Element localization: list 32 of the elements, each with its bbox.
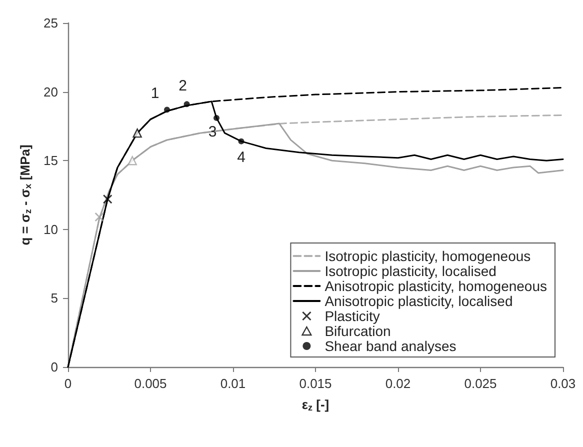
y-axis-title: q = σz - σx [MPa] bbox=[18, 144, 34, 246]
point bbox=[94, 212, 104, 222]
point bbox=[184, 101, 190, 108]
x-tick-label: 0.015 bbox=[299, 376, 332, 391]
point bbox=[128, 156, 137, 166]
y-tick-label: 20 bbox=[44, 84, 58, 100]
y-tick-label: 25 bbox=[44, 16, 58, 30]
annotation: 1 bbox=[150, 85, 160, 102]
y-tick-label: 0 bbox=[50, 360, 58, 374]
point bbox=[132, 128, 142, 138]
x-tick-label: 0.03 bbox=[550, 376, 576, 391]
point bbox=[214, 114, 220, 121]
legend-label: Shear band analyses bbox=[324, 338, 456, 354]
legend-label: Bifurcation bbox=[324, 323, 391, 339]
legend-label: Anisotropic plasticity, homogeneous bbox=[324, 278, 548, 294]
point bbox=[238, 138, 244, 144]
x-tick-label: 0.01 bbox=[220, 376, 246, 391]
y-tick-label: 15 bbox=[44, 153, 58, 168]
x-tick-label: 0.025 bbox=[464, 376, 497, 391]
legend-label: Anisotropic plasticity, localised bbox=[324, 293, 513, 309]
legend-label: Isotropic plasticity, homogeneous bbox=[324, 248, 531, 264]
annotation: 3 bbox=[208, 123, 217, 140]
annotation: 2 bbox=[178, 78, 187, 95]
x-tick-label: 0.02 bbox=[385, 376, 411, 391]
y-tick-label: 5 bbox=[50, 290, 58, 306]
x-tick-label: 0.005 bbox=[134, 376, 167, 391]
annotation: 4 bbox=[237, 148, 246, 166]
x-tick-label: 0 bbox=[64, 376, 72, 391]
y-tick-label: 10 bbox=[44, 222, 58, 237]
legend-label: Isotropic plasticity, localised bbox=[324, 263, 496, 279]
legend-label: Plasticity bbox=[324, 308, 380, 324]
point bbox=[164, 106, 170, 113]
